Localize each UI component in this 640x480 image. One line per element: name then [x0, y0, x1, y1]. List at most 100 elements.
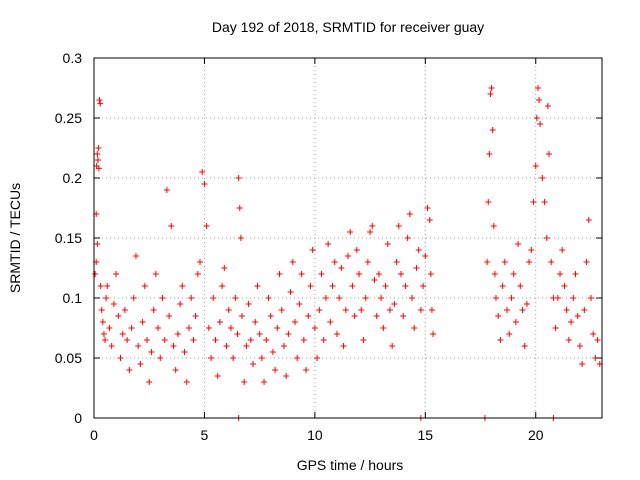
data-point — [210, 295, 217, 301]
data-point — [232, 295, 239, 301]
data-point — [170, 343, 177, 349]
data-point — [280, 343, 287, 349]
data-point — [585, 217, 592, 223]
data-point — [561, 283, 568, 289]
data-point — [269, 349, 276, 355]
data-point — [331, 259, 338, 265]
data-point — [349, 283, 356, 289]
data-point — [523, 301, 530, 307]
data-point — [247, 337, 254, 343]
data-point — [276, 271, 283, 277]
data-point — [104, 283, 111, 289]
data-point — [367, 229, 374, 235]
data-point — [263, 337, 270, 343]
axes — [93, 57, 603, 419]
data-point — [208, 355, 215, 361]
data-point — [197, 259, 204, 265]
data-point — [130, 295, 137, 301]
data-point — [106, 325, 113, 331]
data-point — [185, 325, 192, 331]
data-point — [103, 295, 110, 301]
data-point — [384, 241, 391, 247]
data-point — [375, 271, 382, 277]
data-point — [92, 271, 99, 277]
data-point — [265, 295, 272, 301]
data-point — [495, 313, 502, 319]
data-point — [243, 343, 250, 349]
data-point — [544, 103, 551, 109]
data-point — [172, 367, 179, 373]
data-point — [245, 301, 252, 307]
data-point — [506, 331, 513, 337]
data-point — [252, 319, 259, 325]
data-point — [96, 97, 103, 103]
y-tick-label: 0.15 — [55, 230, 82, 246]
data-point — [194, 271, 201, 277]
data-point — [378, 295, 385, 301]
data-point — [488, 85, 495, 91]
data-point — [272, 367, 279, 373]
data-point — [430, 331, 437, 337]
data-point — [345, 253, 351, 259]
data-point — [424, 205, 431, 211]
data-point — [484, 259, 491, 265]
data-point — [110, 301, 117, 307]
data-point — [99, 319, 106, 325]
data-point — [583, 259, 590, 265]
data-point — [294, 355, 301, 361]
data-point — [227, 325, 234, 331]
data-point — [261, 379, 268, 385]
data-point — [572, 271, 579, 277]
data-point — [411, 325, 418, 331]
data-point — [267, 313, 274, 319]
data-point — [192, 313, 199, 319]
data-point — [283, 373, 290, 379]
data-point — [121, 307, 128, 313]
data-points — [92, 85, 603, 421]
data-point — [501, 259, 508, 265]
data-point — [413, 265, 420, 271]
data-point — [557, 271, 564, 277]
data-point — [318, 271, 325, 277]
data-point — [581, 307, 588, 313]
data-point — [161, 337, 168, 343]
data-point — [181, 349, 188, 355]
data-point — [515, 241, 522, 247]
data-point — [543, 235, 550, 241]
data-point — [241, 379, 248, 385]
data-point — [98, 307, 105, 313]
data-point — [188, 295, 195, 301]
data-point — [174, 331, 181, 337]
data-point — [296, 301, 303, 307]
data-point — [559, 247, 566, 253]
data-point — [568, 319, 575, 325]
data-point — [358, 307, 365, 313]
data-point — [537, 121, 544, 127]
data-point — [519, 307, 526, 313]
data-point — [309, 247, 316, 253]
data-point — [278, 307, 285, 313]
data-point — [539, 175, 546, 181]
y-tick-label: 0.2 — [63, 170, 83, 186]
data-point — [183, 379, 190, 385]
data-point — [298, 271, 305, 277]
y-axis-label: SRMTID / TECUs — [7, 183, 23, 293]
data-point — [168, 223, 175, 229]
data-point — [342, 307, 349, 313]
data-point — [369, 223, 376, 229]
data-point — [534, 85, 541, 91]
data-point — [254, 283, 261, 289]
data-point — [340, 343, 347, 349]
data-point — [221, 265, 228, 271]
data-point — [402, 283, 409, 289]
x-tick-label: 10 — [307, 427, 323, 443]
data-point — [398, 271, 405, 277]
data-point — [320, 337, 327, 343]
data-point — [347, 229, 354, 235]
data-point — [94, 151, 101, 157]
data-point — [532, 163, 539, 169]
data-point — [360, 337, 367, 343]
x-axis-label: GPS time / hours — [297, 457, 404, 473]
